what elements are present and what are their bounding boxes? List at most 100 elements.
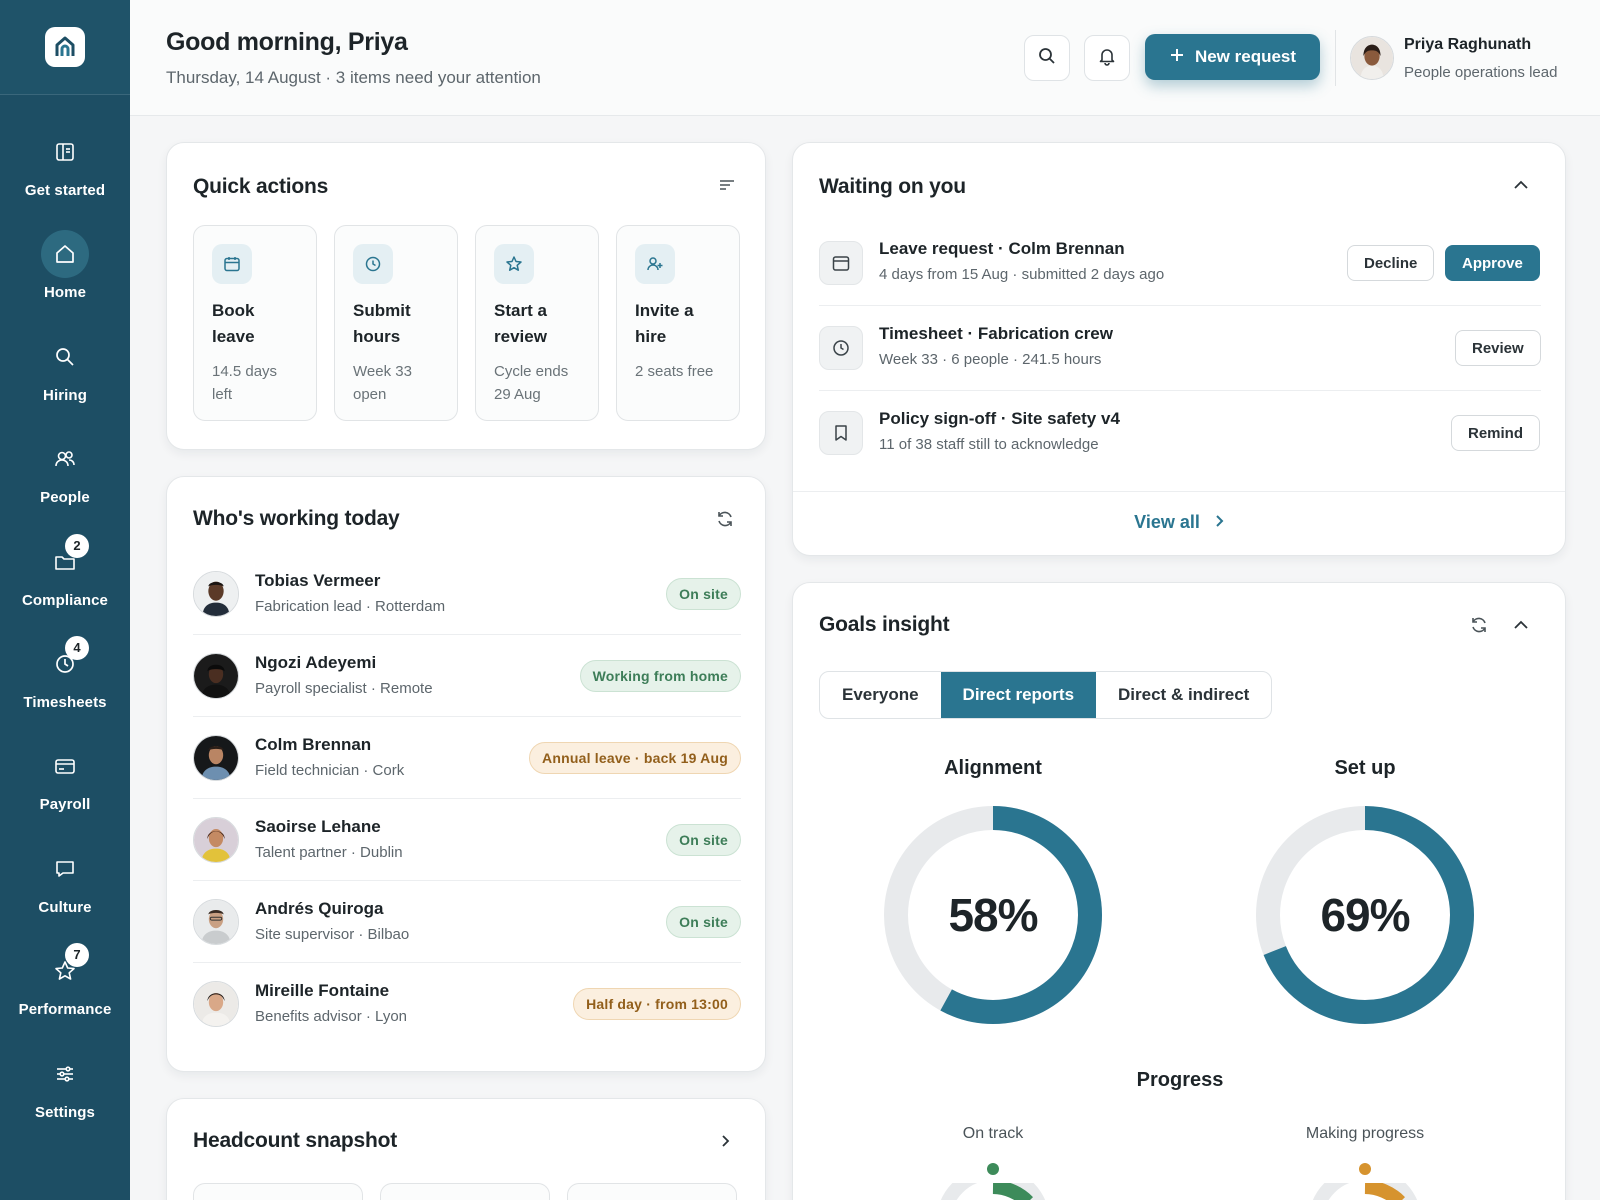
on-track-dot [987,1163,999,1175]
book-icon [41,128,89,176]
item-subtitle: 4 days from 15 Aug · submitted 2 days ag… [879,266,1165,283]
person-name: Saoirse Lehane [255,817,381,836]
collapse-button[interactable] [1507,173,1535,201]
search-icon [1037,46,1057,71]
item-title: Timesheet · Fabrication crew [879,324,1113,343]
tab-direct-indirect[interactable]: Direct & indirect [1118,685,1250,704]
search-button[interactable] [1024,35,1070,81]
sidebar-item-settings[interactable]: Settings [0,1040,130,1130]
sidebar-item-payroll[interactable]: Payroll [0,732,130,822]
collapse-button[interactable] [1507,613,1535,641]
tile-subtitle: 2 seats free [635,363,714,380]
headcount-tile[interactable] [567,1183,737,1200]
clock-icon [353,244,393,284]
logo-icon[interactable] [45,27,85,67]
sidebar-item-label: Settings [35,1103,95,1121]
user-name: Priya Raghunath [1404,36,1532,53]
card-title: Quick actions [193,175,329,198]
top-bar: Good morning, Priya Thursday, 14 August … [130,0,1600,116]
headcount-tile[interactable] [380,1183,550,1200]
quick-action-submit-hours[interactable]: Submit hours Week 33 open [334,225,458,421]
tab-direct-reports[interactable]: Direct reports [940,672,1097,718]
sidebar-item-people[interactable]: People [0,425,130,515]
on-track-gauge [940,1183,1046,1200]
decline-button[interactable]: Decline [1347,245,1435,281]
sidebar-item-culture[interactable]: Culture [0,835,130,925]
view-all-label: View all [1134,512,1200,532]
divider [1335,30,1336,86]
sort-button[interactable] [713,173,741,201]
chat-icon [41,845,89,893]
plus-icon [1169,47,1185,68]
person-name: Mireille Fontaine [255,981,390,1000]
remind-button[interactable]: Remind [1451,415,1541,451]
sidebar-item-label: Performance [18,1000,112,1018]
refresh-button[interactable] [711,507,739,535]
card-icon [41,742,89,790]
review-button[interactable]: Review [1455,330,1541,366]
list-item[interactable]: Saoirse Lehane Talent partner · Dublin O… [193,799,741,881]
card-title: Who's working today [193,507,400,530]
people-icon [41,435,89,483]
quick-action-invite-hire[interactable]: Invite a hire 2 seats free [616,225,740,421]
tile-title: Invite a hire [635,301,694,346]
tab-everyone[interactable]: Everyone [842,685,919,704]
tile-subtitle: Cycle ends 29 Aug [494,363,569,403]
sidebar-item-hiring[interactable]: Hiring [0,323,130,413]
person-name: Ngozi Adeyemi [255,653,377,672]
tile-title: Start a review [494,301,547,346]
chevron-up-icon [1512,616,1530,639]
sidebar-item-home[interactable]: Home [0,220,130,310]
new-request-button[interactable]: New request [1145,34,1320,80]
view-all-link[interactable]: View all [793,491,1565,553]
tile-subtitle: Week 33 open [353,363,412,403]
person-role: Fabrication lead · Rotterdam [255,598,446,615]
status-badge: On site [666,906,741,938]
clock-icon [819,326,863,370]
card-title: Goals insight [819,613,950,636]
avatar[interactable] [1350,36,1394,80]
home-icon [41,229,89,278]
list-item[interactable]: Andrés Quiroga Site supervisor · Bilbao … [193,881,741,963]
refresh-button[interactable] [1465,613,1493,641]
sidebar-item-label: Home [43,283,87,301]
person-role: Payroll specialist · Remote [255,680,433,697]
user-plus-icon [635,244,675,284]
sidebar-item-timesheets[interactable]: 4 Timesheets [0,630,130,720]
quick-action-book-leave[interactable]: Book leave 14.5 days left [193,225,317,421]
list-item[interactable]: Ngozi Adeyemi Payroll specialist · Remot… [193,635,741,717]
gauge-value: 58% [948,889,1038,941]
list-item[interactable]: Mireille Fontaine Benefits advisor · Lyo… [193,963,741,1045]
card-title: Waiting on you [819,175,966,198]
progress-title: Progress [1136,1069,1224,1091]
headcount-open-button[interactable] [711,1129,739,1157]
new-request-label: New request [1194,47,1297,66]
sidebar-item-performance[interactable]: 7 Performance [0,937,130,1027]
avatar [193,899,239,945]
calendar-icon [819,241,863,285]
sliders-icon [41,1050,89,1098]
star-icon [494,244,534,284]
status-badge: On site [666,578,741,610]
gauge-value: 69% [1320,889,1410,941]
tile-subtitle: 14.5 days left [212,363,278,403]
sidebar-item-compliance[interactable]: 2 Compliance [0,528,130,618]
sidebar-item-get-started[interactable]: Get started [0,118,130,208]
making-progress-dot [1359,1163,1371,1175]
notification-badge: 4 [65,635,89,660]
quick-actions-card: Quick actions Book leave 14.5 days left … [166,142,766,450]
approve-button[interactable]: Approve [1445,245,1540,281]
making-progress-gauge [1312,1183,1418,1200]
status-badge: Annual leave · back 19 Aug [529,742,741,774]
list-item[interactable]: Tobias Vermeer Fabrication lead · Rotter… [193,553,741,635]
sidebar-item-label: Culture [38,898,92,916]
quick-action-start-review[interactable]: Start a review Cycle ends 29 Aug [475,225,599,421]
bookmark-icon [819,411,863,455]
avatar [193,817,239,863]
list-item[interactable]: Colm Brennan Field technician · Cork Ann… [193,717,741,799]
sort-icon [718,176,736,199]
notifications-button[interactable] [1084,35,1130,81]
gauge-label: Alignment [944,757,1042,779]
avatar [193,653,239,699]
headcount-tile[interactable] [193,1183,363,1200]
